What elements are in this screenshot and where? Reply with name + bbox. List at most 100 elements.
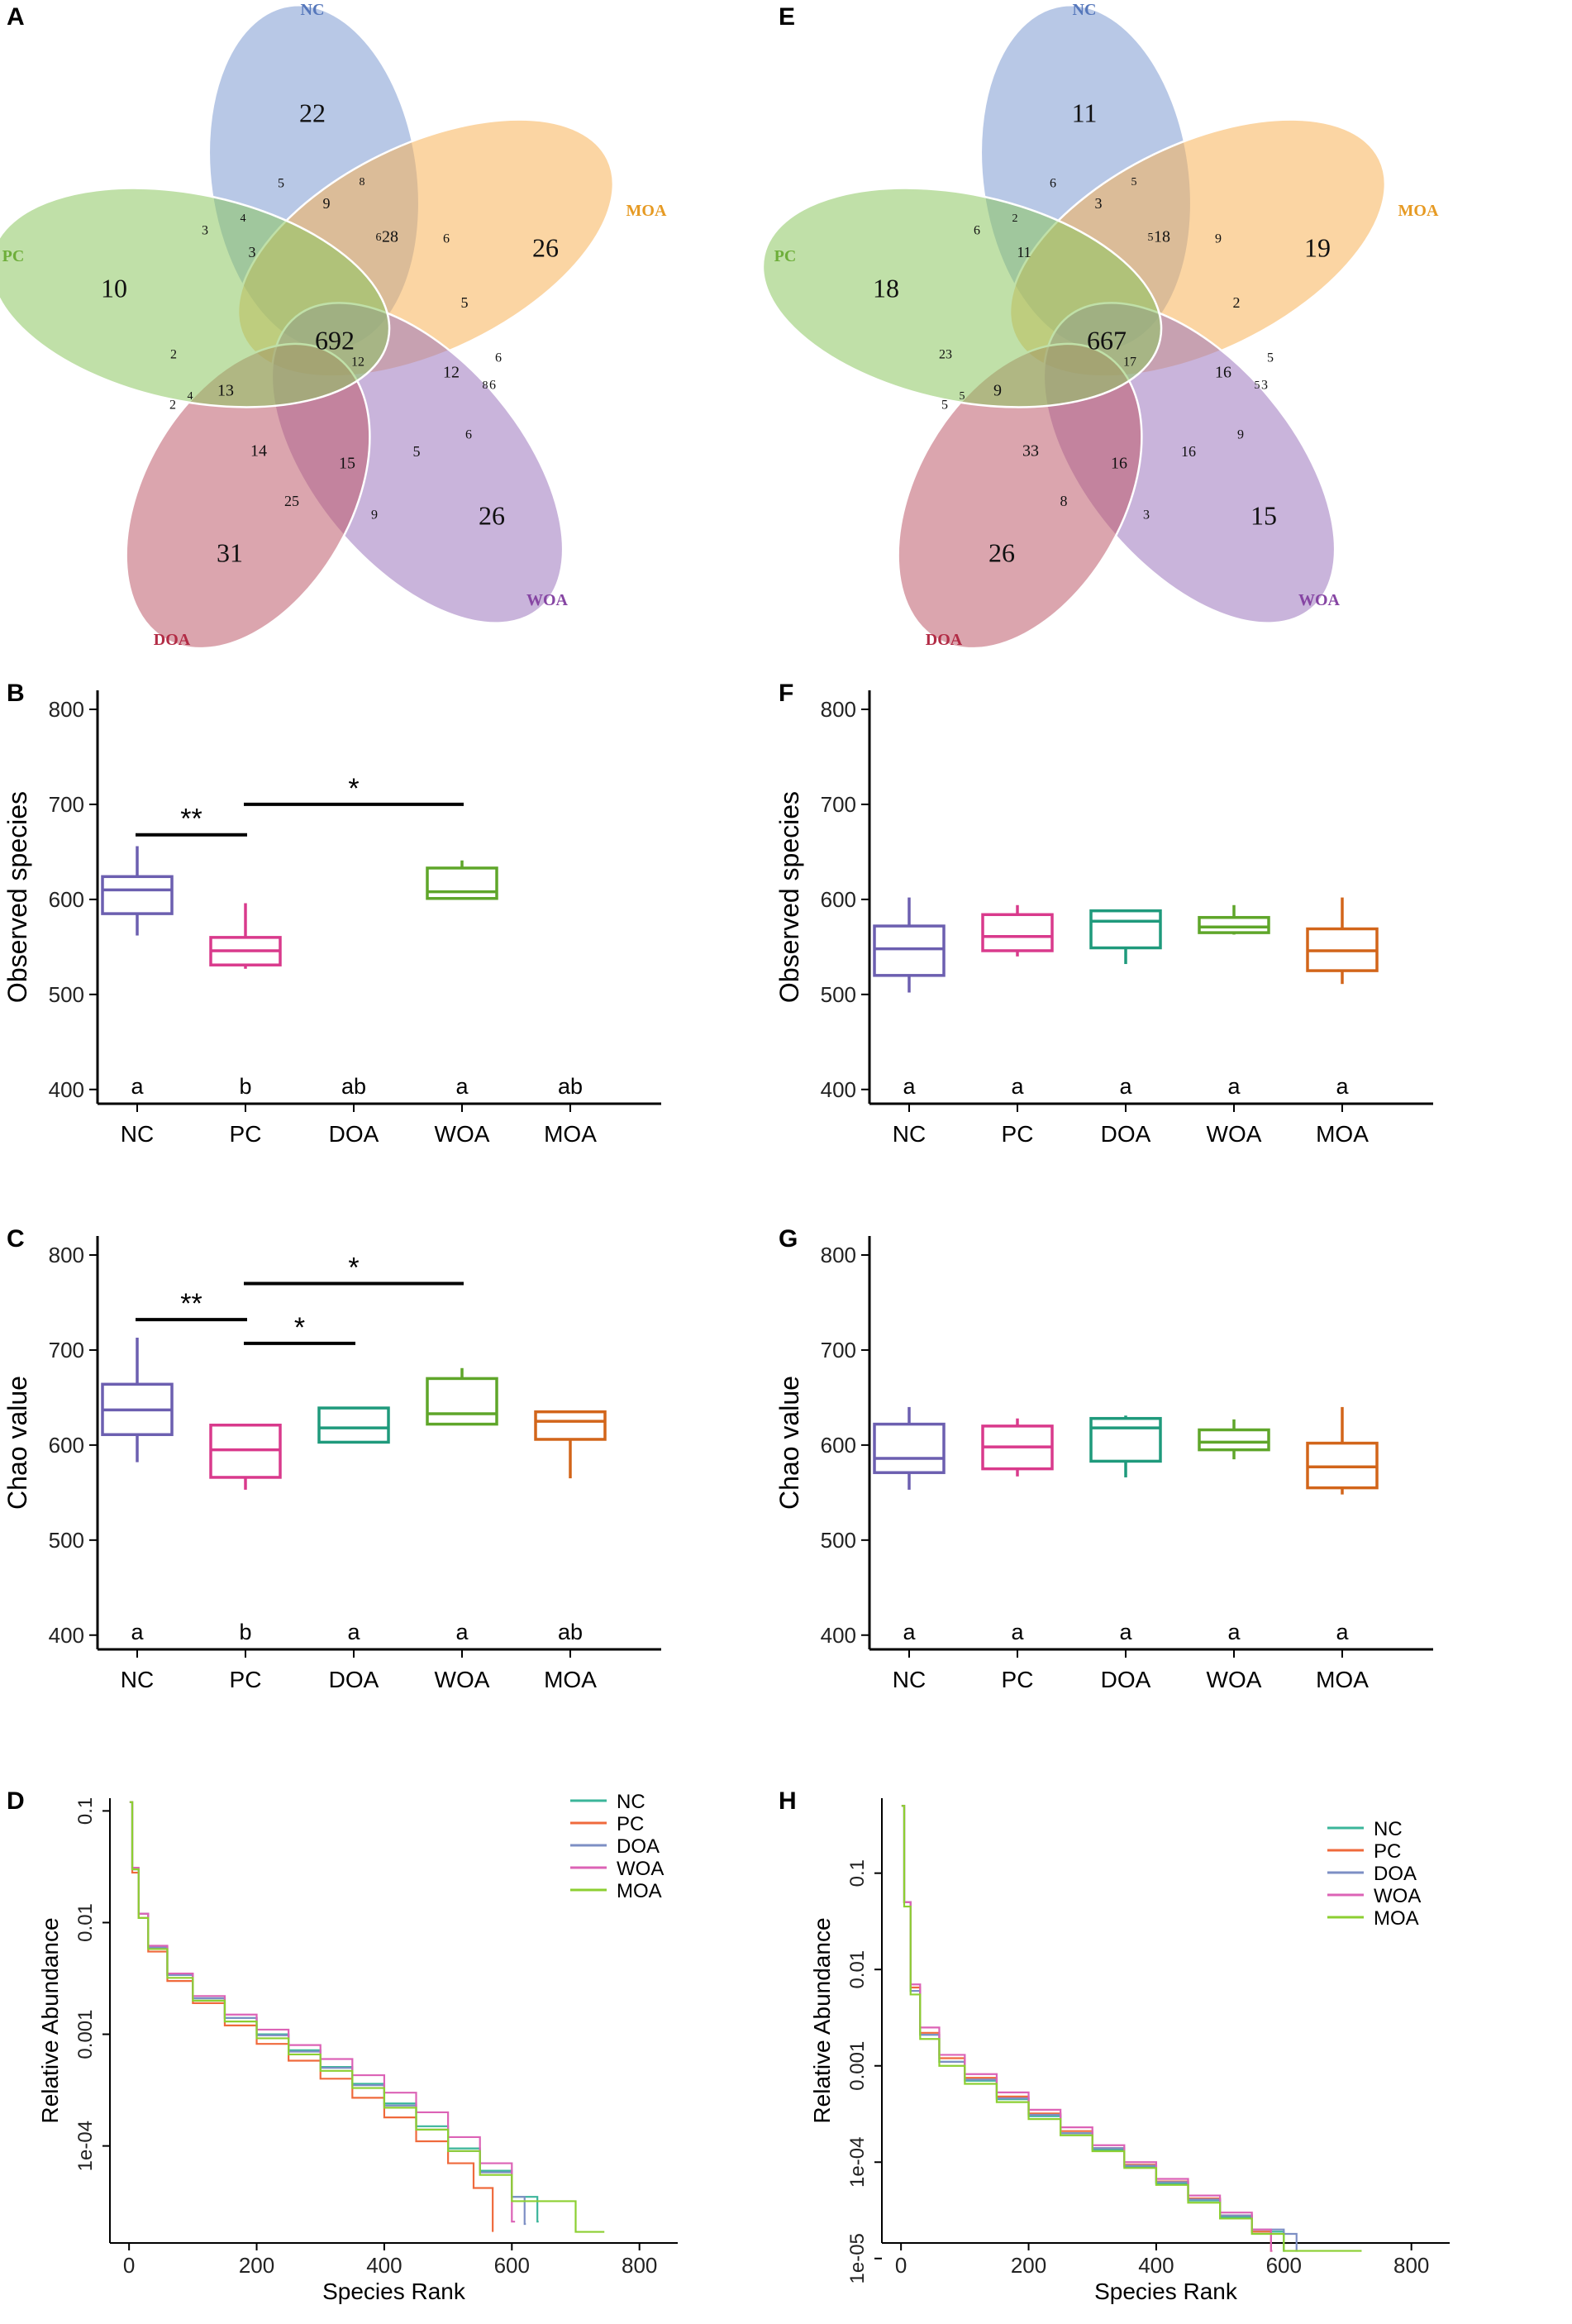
y-tick-label: 1e-05 bbox=[846, 2233, 869, 2283]
y-tick-label: 600 bbox=[821, 887, 856, 912]
y-tick-label: 0.001 bbox=[846, 2041, 869, 2091]
venn-set-pc bbox=[0, 187, 391, 408]
venn-region-count: 13 bbox=[217, 382, 234, 400]
y-tick-label: 0.01 bbox=[846, 1950, 869, 1989]
venn-region-count: 22 bbox=[299, 98, 326, 127]
venn-label-moa: MOA bbox=[1398, 202, 1439, 220]
venn-region-count: 5 bbox=[461, 294, 469, 311]
x-tick-label: 400 bbox=[366, 2253, 402, 2278]
venn-region-count: 26 bbox=[479, 500, 505, 530]
venn-region-count: 12 bbox=[443, 364, 460, 382]
x-tick-label: MOA bbox=[1316, 1121, 1369, 1147]
venn-region-count: 26 bbox=[532, 232, 559, 262]
venn-region-count: 12 bbox=[351, 356, 364, 370]
box-iqr bbox=[317, 1406, 390, 1444]
venn-region-count: 5 bbox=[1148, 231, 1154, 244]
x-tick-label: PC bbox=[230, 1121, 262, 1147]
x-tick-label: WOA bbox=[1207, 1121, 1262, 1147]
x-tick-label: 400 bbox=[1138, 2253, 1174, 2278]
venn-region-count: 16 bbox=[1215, 364, 1231, 382]
venn-region-count: 8 bbox=[483, 379, 488, 392]
box-pc bbox=[209, 903, 282, 969]
box-doa bbox=[1089, 909, 1162, 965]
venn-region-count: 15 bbox=[1250, 500, 1277, 530]
significance-stars: ** bbox=[180, 1288, 202, 1319]
venn-region-count: 15 bbox=[339, 455, 355, 473]
y-tick-label: 0.1 bbox=[846, 1859, 869, 1887]
significance-letter: a bbox=[1227, 1074, 1241, 1099]
box-nc bbox=[101, 846, 174, 936]
panel-letter-B: B bbox=[7, 680, 25, 707]
venn-label-moa: MOA bbox=[626, 202, 667, 220]
box-moa bbox=[1306, 897, 1379, 985]
venn-region-count: 25 bbox=[284, 493, 299, 509]
rank-abundance-D: 0 200 400 600 800 0.1 0.01 0.001 1e-04 Species Ra… bbox=[37, 1791, 678, 2304]
y-tick-label: 800 bbox=[821, 1243, 856, 1267]
venn-label-nc: NC bbox=[1073, 1, 1097, 19]
venn-label-doa: DOA bbox=[926, 631, 963, 649]
significance-letter: a bbox=[131, 1620, 144, 1644]
x-tick-label: PC bbox=[1002, 1667, 1034, 1692]
box-pc bbox=[981, 904, 1054, 957]
venn-region-count: 2 bbox=[169, 398, 176, 413]
panel-letter-E: E bbox=[779, 3, 795, 31]
venn-label-woa: WOA bbox=[1298, 591, 1341, 609]
y-tick-label: 0.001 bbox=[74, 2010, 97, 2059]
venn-region-count: 6 bbox=[495, 351, 502, 365]
panel-letter-F: F bbox=[779, 680, 793, 707]
significance-letter: a bbox=[1336, 1074, 1349, 1099]
x-tick-label: 200 bbox=[239, 2253, 274, 2278]
significance-letter: ab bbox=[558, 1620, 583, 1644]
venn-region-count: 6 bbox=[489, 379, 496, 393]
venn-region-count: 16 bbox=[1111, 455, 1127, 473]
venn-region-count: 692 bbox=[315, 325, 355, 355]
y-tick-label: 1e-04 bbox=[74, 2121, 97, 2171]
x-tick-label: DOA bbox=[329, 1121, 379, 1147]
venn-A: NCMOAWOADOAPC222626311069286923566122682… bbox=[0, 1, 667, 650]
legend-label-woa: WOA bbox=[1374, 1885, 1421, 1907]
x-tick-label: NC bbox=[893, 1121, 926, 1147]
significance-letter: a bbox=[903, 1074, 916, 1099]
x-tick-label: NC bbox=[121, 1121, 154, 1147]
series-line-moa bbox=[901, 1805, 1362, 2252]
venn-label-pc: PC bbox=[774, 247, 797, 265]
y-tick-label: 500 bbox=[49, 1528, 84, 1553]
y-tick-label: 400 bbox=[821, 1077, 856, 1102]
series-line-nc bbox=[129, 1801, 539, 2223]
legend-label-woa: WOA bbox=[617, 1858, 664, 1880]
significance-letter: a bbox=[903, 1620, 916, 1644]
y-tick-label: 800 bbox=[49, 1243, 84, 1267]
venn-region-count: 9 bbox=[323, 195, 331, 212]
venn-region-count: 11 bbox=[1017, 244, 1031, 260]
boxplot-F: 400 500 600 700 800 Observed species NC a PC a DOA… bbox=[774, 690, 1433, 1147]
box-nc bbox=[101, 1337, 174, 1463]
significance-letter: a bbox=[131, 1074, 144, 1099]
venn-region-count: 5 bbox=[1131, 176, 1137, 188]
box-moa bbox=[1306, 1406, 1379, 1495]
venn-region-count: 2 bbox=[1233, 294, 1241, 311]
y-tick-label: 1e-04 bbox=[846, 2137, 869, 2188]
panel-letter-A: A bbox=[7, 3, 25, 31]
box-iqr bbox=[1089, 1416, 1162, 1463]
venn-region-count: 8 bbox=[360, 176, 365, 188]
venn-region-count: 9 bbox=[1215, 232, 1222, 246]
box-nc bbox=[873, 897, 946, 993]
x-tick-label: MOA bbox=[1316, 1667, 1369, 1692]
x-tick-label: WOA bbox=[435, 1667, 490, 1692]
significance-letter: a bbox=[1227, 1620, 1241, 1644]
series-line-doa bbox=[901, 1805, 1298, 2252]
venn-region-count: 10 bbox=[101, 273, 127, 303]
box-nc bbox=[873, 1406, 946, 1490]
venn-region-count: 2 bbox=[1012, 212, 1018, 225]
x-tick-label: 800 bbox=[622, 2253, 657, 2278]
y-axis-title: Relative Abundance bbox=[37, 1917, 63, 2123]
venn-region-count: 28 bbox=[382, 228, 398, 246]
y-tick-label: 700 bbox=[821, 792, 856, 817]
legend-label-pc: PC bbox=[617, 1813, 644, 1835]
venn-region-count: 3 bbox=[1095, 195, 1103, 212]
y-tick-label: 400 bbox=[821, 1623, 856, 1648]
y-axis-title: Relative Abundance bbox=[809, 1917, 835, 2123]
y-tick-label: 400 bbox=[49, 1623, 84, 1648]
venn-label-doa: DOA bbox=[154, 631, 191, 649]
